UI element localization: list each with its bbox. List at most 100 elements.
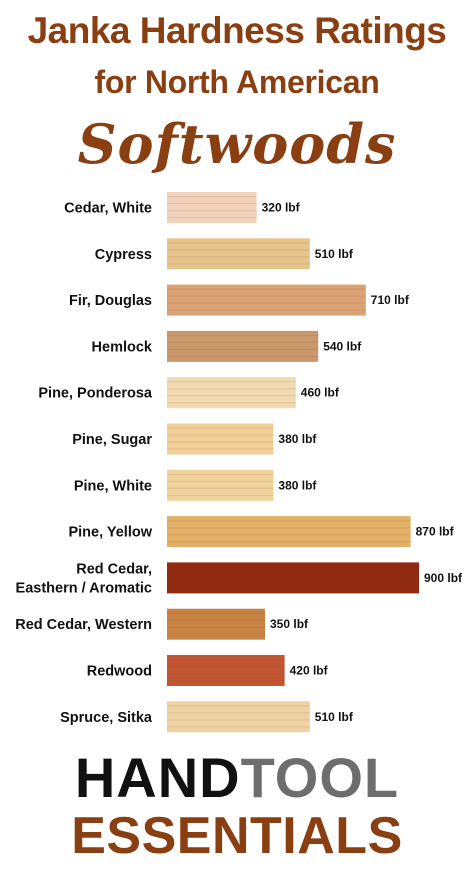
chart-title-line-1: Janka Hardness Ratings bbox=[27, 10, 447, 51]
bar-6-grain-2 bbox=[167, 487, 274, 489]
bar-10-grain-2 bbox=[167, 673, 285, 675]
value-label-7: 870 lbf bbox=[416, 525, 455, 539]
bars bbox=[167, 192, 419, 733]
bar-1 bbox=[167, 238, 310, 270]
bar-8-grain-2 bbox=[167, 580, 419, 582]
category-label-10-line-0: Redwood bbox=[87, 664, 152, 680]
bar-3-grain-1 bbox=[167, 341, 319, 344]
bar-0-grain-1 bbox=[167, 203, 257, 205]
bar-6-grain-1 bbox=[167, 480, 274, 482]
bar-4-grain-0 bbox=[167, 381, 296, 383]
category-label-8-line-1: Easthern / Aromatic bbox=[16, 580, 152, 596]
category-label-5-line-0: Pine, Sugar bbox=[72, 432, 152, 448]
bar-9-grain-2 bbox=[167, 626, 265, 628]
bar-1-grain-2 bbox=[167, 256, 310, 258]
bar-11-grain-3 bbox=[167, 726, 310, 728]
value-label-2: 710 lbf bbox=[371, 293, 410, 307]
category-label-0-line-0: Cedar, White bbox=[64, 201, 152, 217]
value-label-5: 380 lbf bbox=[278, 432, 317, 446]
bar-11 bbox=[167, 701, 310, 733]
bar-2-grain-0 bbox=[167, 288, 366, 290]
bar-8-grain-3 bbox=[167, 587, 419, 589]
value-label-9: 350 lbf bbox=[270, 617, 309, 631]
bar-3-grain-2 bbox=[167, 348, 319, 351]
category-label-2-line-0: Fir, Douglas bbox=[69, 293, 152, 309]
category-label-11-line-0: Spruce, Sitka bbox=[60, 710, 153, 726]
bar-10-grain-1 bbox=[167, 666, 285, 668]
category-label-7: Pine, Yellow bbox=[68, 525, 152, 541]
bar-0 bbox=[167, 192, 257, 223]
category-label-6: Pine, White bbox=[74, 478, 152, 494]
bar-9-grain-3 bbox=[167, 633, 265, 635]
bar-1-grain-3 bbox=[167, 263, 310, 265]
bar-5-grain-2 bbox=[167, 441, 274, 443]
bar-1-grain-1 bbox=[167, 249, 310, 251]
bar-6-grain-0 bbox=[167, 473, 274, 475]
bar-0-grain-2 bbox=[167, 210, 257, 212]
bar-11-grain-0 bbox=[167, 705, 310, 707]
bar-7-grain-2 bbox=[167, 534, 411, 536]
bar-11-grain-1 bbox=[167, 712, 310, 714]
category-labels: Cedar, White Cypress Fir, Douglas Hemlock Pi… bbox=[15, 201, 153, 726]
category-label-4: Pine, Ponderosa bbox=[38, 386, 153, 402]
chart-title-line-3: Softwoods bbox=[77, 112, 397, 176]
category-label-1: Cypress bbox=[95, 247, 152, 263]
bar-7-grain-1 bbox=[167, 527, 411, 529]
bar-3 bbox=[167, 330, 319, 362]
value-label-8: 900 lbf bbox=[424, 571, 463, 585]
category-label-4-line-0: Pine, Ponderosa bbox=[38, 386, 153, 402]
category-label-7-line-0: Pine, Yellow bbox=[68, 525, 152, 541]
bar-3-grain-0 bbox=[167, 334, 319, 337]
bar-5-grain-1 bbox=[167, 434, 274, 436]
value-label-6: 380 lbf bbox=[278, 478, 317, 492]
bar-2 bbox=[167, 284, 366, 316]
category-label-0: Cedar, White bbox=[64, 201, 152, 217]
category-label-6-line-0: Pine, White bbox=[74, 478, 152, 494]
bar-6 bbox=[167, 469, 274, 501]
category-label-1-line-0: Cypress bbox=[95, 247, 152, 263]
value-labels: 320 lbf 510 lbf 710 lbf 540 lbf 460 lbf 380 l… bbox=[262, 201, 463, 724]
bar-2-grain-3 bbox=[167, 309, 366, 311]
bar-5-grain-3 bbox=[167, 448, 274, 450]
bar-11-grain-2 bbox=[167, 719, 310, 721]
bar-7-grain-0 bbox=[167, 520, 411, 522]
category-label-9-line-0: Red Cedar, Western bbox=[15, 617, 152, 633]
bar-5 bbox=[167, 423, 274, 455]
bar-4-grain-1 bbox=[167, 388, 296, 390]
brand-essentials-text: ESSENTIALS bbox=[71, 807, 403, 865]
value-label-3: 540 lbf bbox=[323, 339, 362, 353]
bar-4 bbox=[167, 377, 296, 409]
bar-10-grain-3 bbox=[167, 680, 285, 682]
bar-2-grain-2 bbox=[167, 302, 366, 304]
bar-7 bbox=[167, 516, 411, 548]
bar-0-grain-0 bbox=[167, 196, 257, 198]
bar-10 bbox=[167, 655, 285, 686]
value-label-10: 420 lbf bbox=[290, 664, 329, 678]
category-label-8: Red Cedar, Easthern / Aromatic bbox=[16, 561, 152, 596]
bar-9 bbox=[167, 608, 265, 640]
value-label-1: 510 lbf bbox=[315, 247, 354, 261]
bar-9-grain-1 bbox=[167, 619, 265, 621]
bar-9-grain-0 bbox=[167, 612, 265, 614]
bar-1-grain-0 bbox=[167, 242, 310, 244]
category-label-10: Redwood bbox=[87, 664, 152, 680]
bar-3-grain-3 bbox=[167, 355, 319, 358]
value-label-4: 460 lbf bbox=[301, 386, 340, 400]
brand-tool-text: TOOL bbox=[240, 746, 400, 809]
bar-6-grain-3 bbox=[167, 494, 274, 496]
chart-title-line-2: for North American bbox=[94, 64, 380, 100]
value-label-0: 320 lbf bbox=[262, 201, 301, 215]
bar-7-grain-3 bbox=[167, 541, 411, 543]
bar-4-grain-3 bbox=[167, 402, 296, 404]
bar-10-grain-0 bbox=[167, 659, 285, 661]
category-label-9: Red Cedar, Western bbox=[15, 617, 152, 633]
category-label-3-line-0: Hemlock bbox=[92, 339, 153, 355]
bar-8 bbox=[167, 562, 419, 594]
brand-logo-line-1: HANDTOOL bbox=[0, 750, 474, 806]
bar-4-grain-2 bbox=[167, 395, 296, 397]
value-label-11: 510 lbf bbox=[315, 710, 354, 724]
category-label-2: Fir, Douglas bbox=[69, 293, 152, 309]
category-label-11: Spruce, Sitka bbox=[60, 710, 153, 726]
bar-0-grain-3 bbox=[167, 217, 257, 219]
